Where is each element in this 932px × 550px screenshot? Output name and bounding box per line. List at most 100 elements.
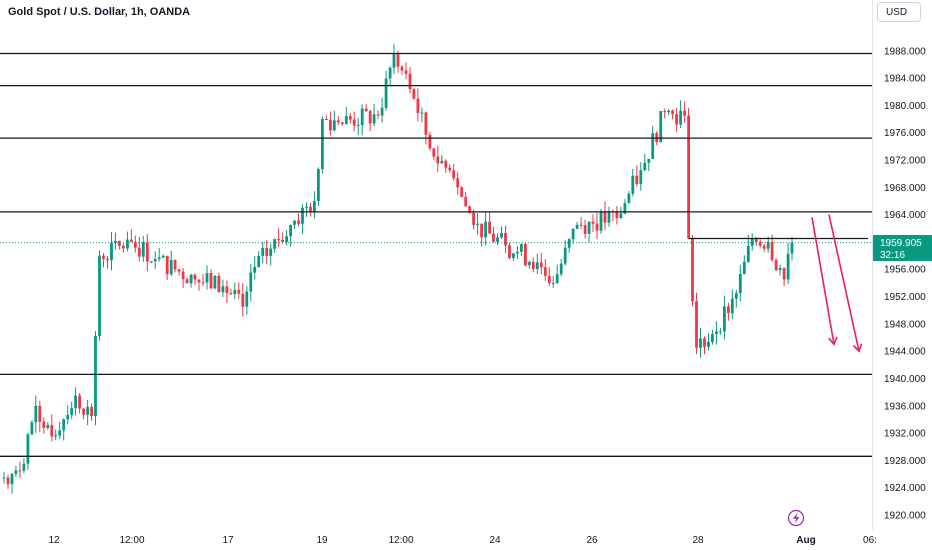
candle-body — [472, 212, 475, 225]
candle-body — [6, 477, 10, 485]
drawing-annotations[interactable] — [811, 214, 863, 353]
candle-body — [305, 206, 308, 208]
price-tick-label: 1976.000 — [884, 128, 926, 139]
price-tick-label: 1952.000 — [884, 292, 926, 303]
candle-body — [46, 425, 50, 428]
time-tick-label: Aug — [796, 535, 815, 546]
candle-body — [70, 408, 74, 415]
candle-body — [711, 334, 714, 342]
candle-body — [683, 110, 686, 116]
candle-body — [492, 233, 495, 242]
candle-body — [58, 430, 62, 436]
arrow-annotation[interactable] — [828, 214, 860, 352]
candle-body — [201, 282, 205, 284]
candle-body — [297, 220, 300, 224]
candle-body — [762, 245, 766, 249]
candle-body — [774, 259, 778, 270]
candle-body — [277, 239, 280, 241]
candle-body — [193, 274, 197, 280]
candle-body — [547, 275, 551, 284]
candle-body — [364, 108, 368, 112]
time-axis[interactable]: 12 12:00 17 19 12:00 24 26 28 Aug 06: — [48, 535, 877, 546]
candle-body — [360, 108, 364, 125]
candle-body — [18, 470, 22, 472]
candle-body — [651, 133, 655, 159]
time-tick-label: 28 — [692, 535, 704, 546]
price-tick-label: 1972.000 — [884, 156, 926, 167]
lightning-icon[interactable] — [787, 509, 805, 527]
candle-body — [484, 221, 487, 238]
candle-body — [599, 211, 603, 231]
candle-body — [786, 253, 790, 280]
candle-body — [237, 289, 241, 294]
candle-body — [496, 237, 499, 242]
candle-body — [675, 114, 678, 125]
price-tick-label: 1968.000 — [884, 183, 926, 194]
candle-body — [94, 335, 97, 416]
price-tick-label: 1984.000 — [884, 74, 926, 85]
candle-body — [217, 276, 221, 293]
candle-body — [368, 111, 372, 124]
candle-body — [2, 477, 6, 479]
candle-body — [412, 89, 416, 99]
candle-body — [408, 73, 412, 90]
candle-body — [161, 255, 165, 258]
candle-body — [727, 306, 730, 314]
candle-body — [647, 158, 651, 163]
candle-body — [114, 240, 117, 243]
candle-body — [715, 331, 718, 335]
candle-body — [790, 242, 794, 254]
candle-body — [563, 247, 567, 264]
price-tick-label: 1980.000 — [884, 101, 926, 112]
candle-body — [54, 435, 58, 437]
candle-body — [687, 115, 690, 239]
candle-body — [516, 251, 519, 254]
price-tick-label: 1956.000 — [884, 265, 926, 276]
candle-body — [663, 111, 667, 113]
candle-body — [205, 273, 209, 283]
candle-body — [317, 169, 320, 201]
arrow-annotation[interactable] — [811, 217, 835, 345]
candle-body — [587, 221, 591, 234]
candle-body — [607, 211, 611, 223]
candle-body — [301, 207, 304, 224]
candle-body — [531, 261, 535, 269]
price-axis[interactable]: 1988.000 1984.000 1980.000 1976.000 1972.000… — [884, 46, 926, 521]
candle-body — [468, 206, 472, 213]
candle-body — [253, 266, 257, 273]
support-resistance-lines[interactable] — [0, 52, 872, 457]
candle-body — [730, 298, 734, 314]
candle-body — [619, 213, 623, 218]
time-tick-label: 24 — [489, 535, 501, 546]
candle-body — [707, 342, 710, 347]
candle-body — [380, 107, 384, 116]
candle-body — [102, 255, 105, 259]
candle-body — [504, 233, 507, 246]
candle-body — [460, 187, 464, 197]
price-badge-value: 1959.905 — [880, 238, 922, 249]
candle-body — [62, 419, 66, 431]
candle-body — [10, 473, 14, 485]
candle-body — [691, 238, 694, 302]
candle-body — [189, 274, 193, 284]
candle-body — [329, 119, 332, 131]
candle-body — [233, 289, 237, 294]
candle-body — [249, 272, 253, 292]
candle-body — [269, 248, 273, 256]
candle-body — [758, 242, 762, 246]
candle-body — [667, 110, 671, 113]
currency-selector[interactable]: USD — [877, 2, 921, 22]
candle-body — [173, 260, 177, 270]
candle-body — [567, 239, 571, 248]
candle-body — [313, 201, 316, 212]
price-tick-label: 1924.000 — [884, 483, 926, 494]
candle-body — [352, 119, 356, 126]
candle-body — [257, 255, 261, 267]
candle-body — [659, 111, 663, 143]
candle-body — [679, 110, 682, 125]
candle-body — [543, 267, 547, 276]
candle-body — [82, 408, 85, 415]
candle-body — [424, 112, 428, 135]
